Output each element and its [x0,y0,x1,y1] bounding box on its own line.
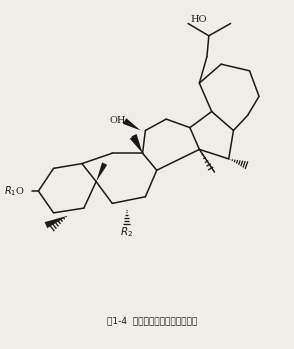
Polygon shape [45,216,68,228]
Text: 图1-4  奥克梯隆型分子结构示意图: 图1-4 奥克梯隆型分子结构示意图 [107,317,197,326]
Text: OH: OH [110,117,126,126]
Text: $R_2$: $R_2$ [120,225,133,239]
Polygon shape [123,118,141,131]
Polygon shape [131,134,143,153]
Polygon shape [96,162,107,181]
Text: HO: HO [190,15,207,24]
Text: $R_1$O: $R_1$O [4,184,25,198]
Polygon shape [130,135,143,153]
